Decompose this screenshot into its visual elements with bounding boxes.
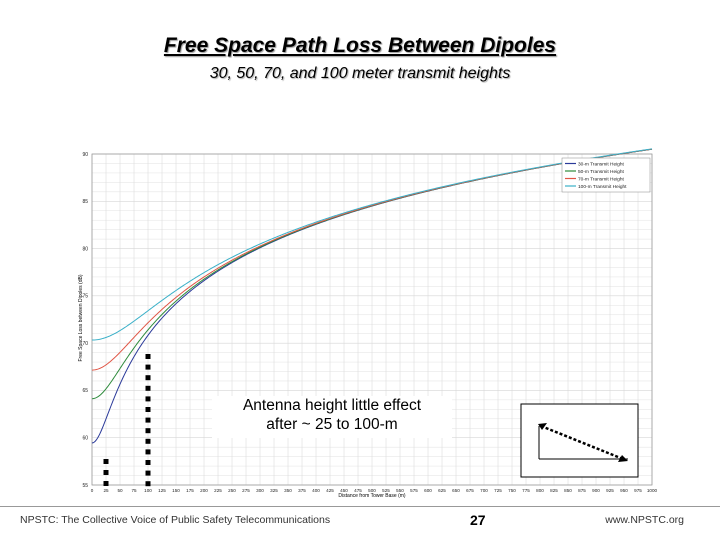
x-tick-label: 100 bbox=[144, 488, 152, 493]
x-tick-label: 275 bbox=[242, 488, 250, 493]
x-tick-label: 750 bbox=[508, 488, 516, 493]
y-axis-label: Free Space Loss between Dipoles (dB) bbox=[78, 274, 84, 361]
x-tick-label: 50 bbox=[117, 488, 123, 493]
highlight-marker bbox=[145, 417, 151, 423]
y-tick-label: 90 bbox=[82, 152, 88, 158]
x-tick-label: 900 bbox=[592, 488, 600, 493]
highlight-marker bbox=[145, 364, 151, 370]
x-tick-label: 450 bbox=[340, 488, 348, 493]
series-lines bbox=[91, 148, 653, 444]
trend-arrowhead-end bbox=[618, 455, 628, 462]
slide-title: Free Space Path Loss Between Dipoles bbox=[163, 34, 557, 57]
y-tick-label: 55 bbox=[82, 483, 88, 489]
x-tick-label: 475 bbox=[354, 488, 362, 493]
highlight-marker bbox=[103, 481, 109, 486]
y-tick-label: 75 bbox=[82, 294, 88, 300]
highlight-marker bbox=[145, 449, 151, 455]
page-number: 27 bbox=[470, 512, 486, 528]
x-tick-label: 925 bbox=[606, 488, 614, 493]
x-tick-label: 775 bbox=[522, 488, 530, 493]
footer-organization: NPSTC: The Collective Voice of Public Sa… bbox=[20, 514, 331, 526]
x-tick-label: 225 bbox=[214, 488, 222, 493]
x-tick-label: 325 bbox=[270, 488, 278, 493]
y-tick-label: 70 bbox=[82, 341, 88, 347]
y-tick-label: 65 bbox=[82, 388, 88, 394]
legend-entry: 70-m Transmit Height bbox=[578, 176, 625, 182]
highlight-marker bbox=[145, 396, 151, 402]
path-loss-chart: 0 25 50 75 100 125 150 175 200 225 250 275 300 325 350… bbox=[78, 148, 658, 499]
x-tick-label: 650 bbox=[452, 488, 460, 493]
legend-entry: 50-m Transmit Height bbox=[578, 169, 625, 175]
trend-diagram bbox=[520, 403, 639, 478]
x-tick-label: 825 bbox=[550, 488, 558, 493]
highlight-marker bbox=[103, 459, 109, 464]
x-axis-label: Distance from Tower Base (m) bbox=[338, 493, 405, 499]
x-tick-label: 800 bbox=[536, 488, 544, 493]
x-tick-label: 500 bbox=[368, 488, 376, 493]
x-tick-label: 75 bbox=[131, 488, 137, 493]
x-tick-label: 975 bbox=[634, 488, 642, 493]
x-tick-label: 175 bbox=[186, 488, 194, 493]
x-tick-label: 575 bbox=[410, 488, 418, 493]
y-tick-label: 60 bbox=[82, 436, 88, 442]
x-tick-label: 350 bbox=[284, 488, 292, 493]
legend: 30-m Transmit Height 50-m Transmit Height… bbox=[561, 157, 651, 193]
legend-entry: 100-m Transmit Height bbox=[578, 184, 627, 190]
highlight-marker bbox=[103, 470, 109, 475]
highlight-marker bbox=[145, 428, 151, 434]
x-tick-label: 625 bbox=[438, 488, 446, 493]
legend-box bbox=[561, 157, 651, 193]
x-tick-label: 675 bbox=[466, 488, 474, 493]
x-tick-label: 0 bbox=[91, 488, 94, 493]
highlight-marker bbox=[145, 375, 151, 381]
footer-website[interactable]: www.NPSTC.org bbox=[605, 514, 684, 526]
highlight-markers bbox=[103, 354, 151, 487]
highlight-marker bbox=[145, 470, 151, 476]
x-tick-label: 700 bbox=[480, 488, 488, 493]
highlight-marker bbox=[145, 481, 151, 487]
y-tick-label: 80 bbox=[82, 246, 88, 252]
annotation-line-1: Antenna height little effect bbox=[242, 397, 422, 414]
x-tick-label: 850 bbox=[564, 488, 572, 493]
series-line bbox=[91, 148, 653, 341]
highlight-marker bbox=[145, 385, 151, 391]
x-tick-label: 600 bbox=[424, 488, 432, 493]
slide-subtitle: 30, 50, 70, and 100 meter transmit heigh… bbox=[209, 65, 511, 82]
x-tick-label: 25 bbox=[103, 488, 109, 493]
x-tick-label: 550 bbox=[396, 488, 404, 493]
x-tick-label: 150 bbox=[172, 488, 180, 493]
tick-labels: 0 25 50 75 100 125 150 175 200 225 250 275 300 325 350… bbox=[82, 152, 657, 493]
x-tick-label: 950 bbox=[620, 488, 628, 493]
legend-entry: 30-m Transmit Height bbox=[578, 161, 625, 167]
x-tick-label: 725 bbox=[494, 488, 502, 493]
x-tick-label: 525 bbox=[382, 488, 390, 493]
x-tick-label: 875 bbox=[578, 488, 586, 493]
trend-arrowhead-start bbox=[538, 423, 547, 430]
highlight-marker bbox=[145, 407, 151, 412]
footer-divider bbox=[0, 506, 720, 507]
highlight-marker bbox=[145, 460, 151, 465]
x-tick-label: 300 bbox=[256, 488, 264, 493]
x-tick-label: 400 bbox=[312, 488, 320, 493]
annotation-box: Antenna height little effect after ~ 25 … bbox=[212, 396, 452, 438]
plot-frame bbox=[91, 153, 653, 486]
x-tick-label: 125 bbox=[158, 488, 166, 493]
annotation-line-2: after ~ 25 to 100-m bbox=[266, 416, 398, 433]
x-tick-label: 425 bbox=[326, 488, 334, 493]
x-tick-label: 200 bbox=[200, 488, 208, 493]
x-tick-label: 375 bbox=[298, 488, 306, 493]
highlight-marker bbox=[145, 354, 151, 359]
x-tick-label: 250 bbox=[228, 488, 236, 493]
x-tick-label: 1000 bbox=[647, 488, 658, 493]
highlight-marker bbox=[145, 438, 151, 444]
y-tick-label: 85 bbox=[82, 199, 88, 205]
